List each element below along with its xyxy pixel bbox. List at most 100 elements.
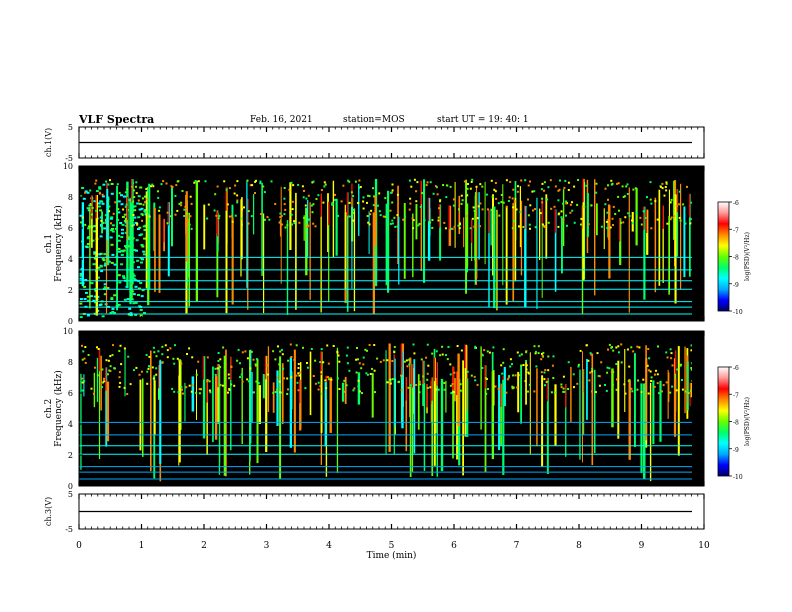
spectrogram-cell (409, 202, 412, 205)
spectrogram-cell (145, 187, 148, 190)
spectrogram-cell (600, 361, 603, 364)
spectrogram-cell (87, 236, 91, 239)
spectrogram-cell (114, 227, 117, 230)
spectrogram-cell (459, 383, 462, 386)
emission-streak (158, 214, 161, 293)
spectrogram-cell (656, 218, 659, 221)
emission-peak (448, 205, 450, 229)
emission-peak (126, 196, 128, 220)
emission-streak (240, 199, 242, 277)
emission-streak (405, 377, 408, 452)
spectrogram-cell (348, 201, 351, 204)
spectrogram-cell (466, 194, 469, 197)
spectrogram-cell (127, 355, 130, 358)
spectrogram-cell (83, 298, 87, 300)
emission-streak (185, 219, 188, 314)
spectrogram-cell (103, 380, 106, 383)
spectrogram-cell (636, 345, 639, 348)
spectrogram-cell (463, 180, 466, 183)
spectrogram-cell (378, 210, 381, 213)
spectrogram-cell (606, 211, 609, 214)
spectrogram-cell (84, 190, 88, 193)
spectrogram-cell (136, 202, 140, 205)
spectrogram-cell (90, 282, 94, 285)
spectrogram-cell (114, 201, 117, 204)
spectrogram-cell (649, 181, 652, 184)
spectrogram-cell (585, 344, 588, 347)
spectrogram-cell (152, 346, 155, 349)
spectrogram-cell (346, 362, 349, 365)
spectrogram-cell (204, 180, 207, 183)
emission-streak (147, 186, 149, 239)
spectrogram-cell (524, 380, 527, 383)
emission-streak (525, 360, 527, 405)
spectrogram-cell (352, 219, 355, 222)
spectrogram-cell (303, 216, 306, 219)
emission-streak (116, 185, 118, 311)
spectrogram-cell (175, 184, 178, 187)
emission-peak (230, 356, 232, 381)
spectrogram-cell (647, 392, 650, 395)
spectrogram-cell (474, 346, 477, 349)
spectrogram-cell (644, 217, 647, 219)
spectrogram-cell (480, 353, 483, 356)
spectrogram-cell (611, 383, 614, 386)
spectrogram-cell (408, 363, 411, 366)
spectrogram-cell (356, 347, 358, 349)
spectrogram-cell (456, 345, 459, 347)
emission-peak (430, 380, 432, 405)
spectrogram-cell (216, 185, 219, 188)
spectrogram-cell (649, 370, 652, 373)
spectrogram-cell (469, 187, 472, 190)
spectrogram-cell (690, 349, 693, 352)
y-tick-label: 0 (68, 317, 73, 326)
chart-layer: ch.1(V)5-5ch.1 Frequency (kHz)-6-7-8-9-10… (44, 123, 751, 561)
spectrogram-cell (426, 343, 429, 346)
spectrogram-cell (101, 257, 105, 260)
spectrogram-cell (543, 371, 546, 374)
spectrogram-cell (479, 202, 482, 205)
spectrogram-cell (429, 386, 432, 389)
spectrogram-cell (109, 179, 111, 182)
emission-peak (105, 367, 107, 391)
spectrogram-cell (396, 214, 399, 217)
spectrogram-cell (453, 371, 456, 374)
spectrogram-cell (100, 200, 104, 203)
spectrogram-cell (661, 187, 664, 190)
spectrogram-cell (373, 344, 376, 346)
spectrogram-cell (336, 377, 339, 380)
spectrogram-cell (129, 383, 132, 386)
emission-streak (453, 367, 455, 436)
spectrogram-cell (243, 206, 245, 209)
spectrogram-cell (511, 387, 514, 390)
spectrogram-cell (598, 384, 601, 387)
spectrogram-cell (648, 357, 651, 360)
spectrogram-cell (544, 226, 547, 229)
spectrogram-cell (650, 380, 653, 382)
spectrogram-cell (254, 363, 257, 366)
emission-streak (546, 377, 549, 474)
spectrogram-cell (396, 225, 399, 228)
spectrogram-cell (170, 185, 173, 188)
spectrogram-cell (493, 188, 496, 191)
spectrogram-cell (466, 187, 469, 190)
spectrogram-cell (118, 385, 121, 388)
spectrogram-cell (173, 390, 176, 393)
spectrogram-cell (476, 217, 479, 220)
spectrogram-cell (108, 369, 111, 372)
emission-streak (659, 380, 662, 442)
spectrogram-cell (240, 217, 243, 220)
emission-streak (409, 363, 412, 477)
emission-streak (246, 180, 248, 288)
spectrogram-cell (412, 343, 415, 346)
emission-streak (475, 185, 477, 285)
spectrogram-cell (199, 388, 202, 391)
emission-streak (667, 369, 669, 419)
spectrogram-cell (595, 191, 598, 194)
spectrogram-texture (79, 178, 693, 319)
spectrogram-cell (208, 389, 211, 392)
spectrogram-cell (93, 295, 97, 298)
spectrogram-cell (450, 227, 453, 230)
spectrogram-cell (412, 227, 415, 230)
spectrogram-cell (87, 354, 90, 356)
